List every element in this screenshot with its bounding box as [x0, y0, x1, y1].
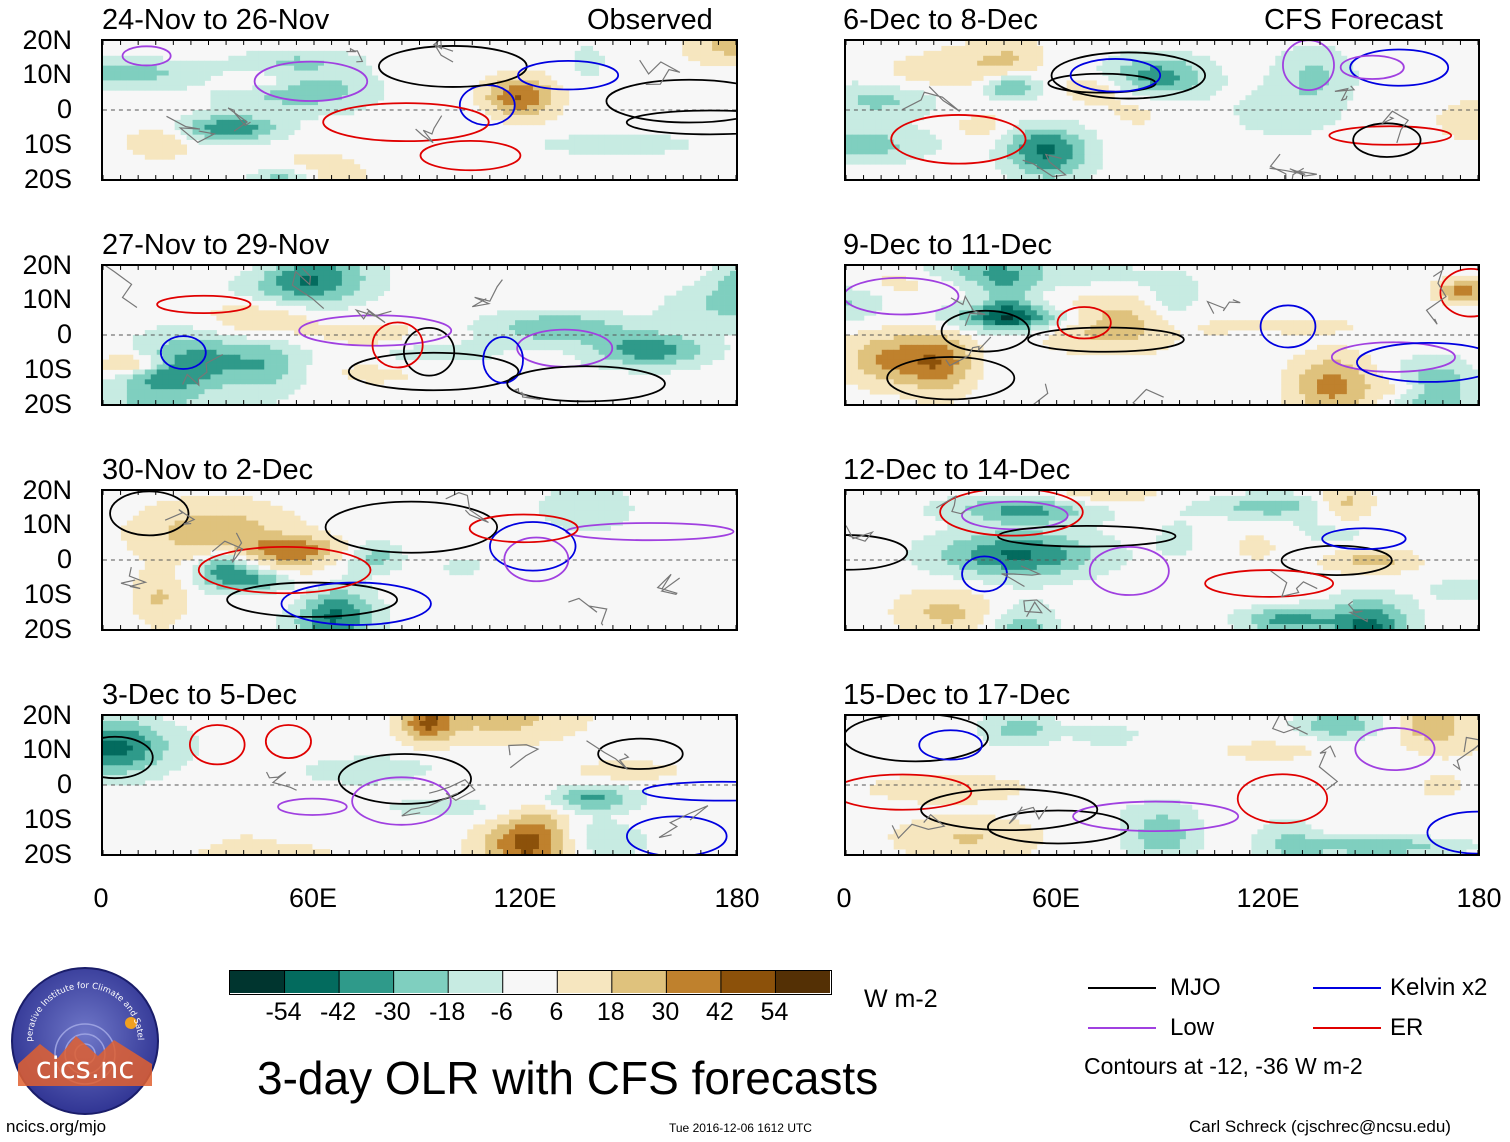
lon-label: 0 — [93, 883, 109, 913]
olr-map-forecast — [844, 39, 1480, 181]
colorbar-swatch — [611, 971, 667, 993]
olr-map-observed — [101, 714, 738, 856]
colorbar-swatch — [284, 971, 340, 993]
lon-label: 180 — [1456, 883, 1502, 913]
observed-label: Observed — [587, 4, 713, 36]
lon-label: 0 — [836, 883, 852, 913]
cics-logo: Cooperative Institute for Climate and Sa… — [7, 959, 160, 1116]
colorbar-swatch — [775, 971, 831, 993]
lon-label: 180 — [714, 883, 760, 913]
legend-swatch-mjo — [1088, 987, 1156, 989]
lat-label: 10N — [22, 734, 72, 764]
lat-label: 10S — [23, 804, 72, 834]
colorbar-swatch — [230, 971, 286, 993]
contour-note: Contours at -12, -36 W m-2 — [1084, 1053, 1363, 1079]
lat-label: 20S — [23, 389, 72, 419]
lat-label: 10S — [23, 354, 72, 384]
lat-label: 0 — [56, 769, 72, 799]
olr-field — [103, 41, 736, 179]
lat-label: 20S — [23, 614, 72, 644]
colorbar-swatch — [557, 971, 613, 993]
colorbar-swatch — [339, 971, 395, 993]
olr-field — [103, 491, 736, 629]
footer-timestamp: Tue 2016-12-06 1612 UTC — [669, 1121, 812, 1135]
lon-label: 120E — [493, 883, 557, 913]
forecast-label: CFS Forecast — [1264, 4, 1443, 36]
olr-map-observed — [101, 264, 738, 406]
cics-logo-graphic: Cooperative Institute for Climate and Sa… — [7, 959, 159, 1115]
colorbar-tick-label: -30 — [374, 998, 411, 1026]
colorbar-swatch — [666, 971, 722, 993]
legend-swatch-low — [1088, 1027, 1156, 1029]
lat-label: 20N — [22, 475, 72, 505]
colorbar-swatches — [230, 971, 831, 993]
colorbar-tick-label: 18 — [596, 998, 625, 1026]
panel-title-fc-3: 12-Dec to 14-Dec — [843, 454, 1071, 486]
olr-map-forecast — [844, 489, 1480, 631]
panel-title-fc-2: 9-Dec to 11-Dec — [843, 229, 1052, 261]
olr-map-observed — [101, 39, 738, 181]
colorbar-swatch — [393, 971, 449, 993]
colorbar-unit: W m-2 — [864, 985, 938, 1013]
colorbar-swatch — [720, 971, 777, 993]
colorbar-tick-label: 54 — [760, 998, 789, 1026]
olr-field — [846, 491, 1478, 629]
panel-title-fc-4: 15-Dec to 17-Dec — [843, 679, 1071, 711]
olr-field — [846, 41, 1478, 179]
legend-label-mjo: MJO — [1170, 974, 1221, 1001]
lat-label: 0 — [56, 319, 72, 349]
lat-label: 20N — [22, 700, 72, 730]
panel-title-obs-1: 24-Nov to 26-Nov — [102, 4, 330, 36]
panel-title-obs-2: 27-Nov to 29-Nov — [102, 229, 330, 261]
colorbar-tick-label: 30 — [651, 998, 680, 1026]
olr-map-observed — [101, 489, 738, 631]
lon-label: 60E — [288, 883, 338, 913]
olr-map-forecast — [844, 264, 1480, 406]
lat-label: 10S — [23, 129, 72, 159]
colorbar-tick-label: -6 — [490, 998, 513, 1026]
legend-swatch-er — [1313, 1027, 1381, 1029]
panel-title-obs-4: 3-Dec to 5-Dec — [102, 679, 298, 711]
footer-author: Carl Schreck (cjschrec@ncsu.edu) — [1189, 1117, 1451, 1136]
lat-label: 10N — [22, 509, 72, 539]
logo-text: cics.nc — [36, 1051, 135, 1085]
lat-label: 0 — [56, 94, 72, 124]
lat-label: 0 — [56, 544, 72, 574]
colorbar-tick-label: -18 — [429, 998, 466, 1026]
lon-label: 60E — [1031, 883, 1081, 913]
colorbar-swatch — [448, 971, 504, 993]
colorbar-swatch — [502, 971, 558, 993]
lat-label: 20S — [23, 839, 72, 869]
lon-label: 120E — [1236, 883, 1300, 913]
legend-label-kelvin: Kelvin x2 — [1390, 974, 1488, 1001]
lat-label: 20N — [22, 250, 72, 280]
legend-label-er: ER — [1390, 1014, 1424, 1041]
lat-label: 10N — [22, 284, 72, 314]
olr-field — [103, 716, 736, 854]
colorbar-tick-label: -42 — [320, 998, 357, 1026]
panel-title-fc-1: 6-Dec to 8-Dec — [843, 4, 1039, 36]
chart-title: 3-day OLR with CFS forecasts — [257, 1052, 879, 1104]
footer-url[interactable]: ncics.org/mjo — [6, 1117, 107, 1136]
lat-label: 10S — [23, 579, 72, 609]
legend-label-low: Low — [1170, 1014, 1215, 1041]
olr-field — [846, 716, 1478, 854]
panel-title-obs-3: 30-Nov to 2-Dec — [102, 454, 314, 486]
olr-field — [846, 266, 1478, 404]
colorbar-tick-label: 6 — [549, 998, 564, 1026]
olr-field — [103, 266, 736, 404]
colorbar-tick-label: 42 — [706, 998, 734, 1026]
colorbar — [229, 970, 832, 995]
lat-label: 10N — [22, 59, 72, 89]
olr-map-forecast — [844, 714, 1480, 856]
legend-swatch-kelvin — [1313, 987, 1381, 989]
lat-label: 20N — [22, 25, 72, 55]
colorbar-tick-label: -54 — [265, 998, 302, 1026]
lat-label: 20S — [23, 164, 72, 194]
